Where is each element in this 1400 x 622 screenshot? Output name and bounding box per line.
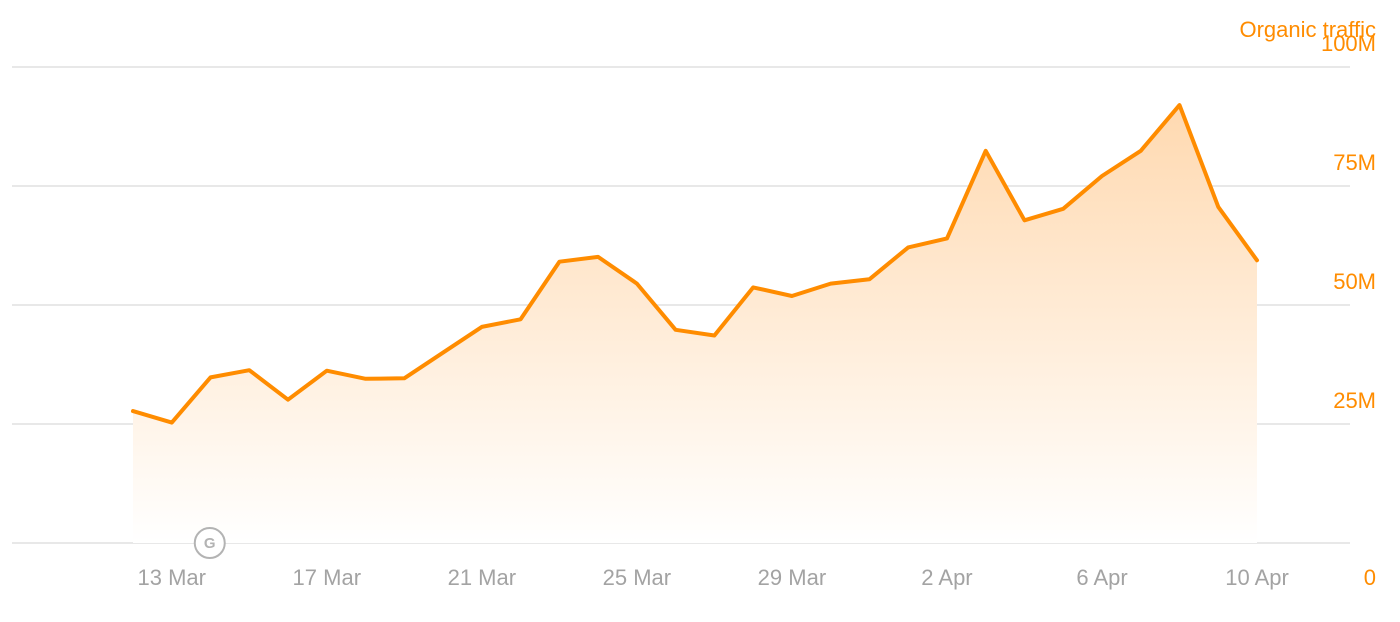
marker-label: G xyxy=(204,535,216,552)
x-tick-label: 6 Apr xyxy=(1076,565,1127,590)
series-line xyxy=(131,103,1259,425)
data-point xyxy=(247,368,251,372)
data-point xyxy=(751,285,755,289)
series-title: Organic traffic xyxy=(1239,17,1376,42)
data-point xyxy=(712,333,716,337)
y-tick-label: 25M xyxy=(1333,388,1376,413)
series-line-layer xyxy=(131,103,1259,425)
area-fill-layer xyxy=(133,105,1257,543)
data-point xyxy=(635,282,639,286)
data-point xyxy=(1061,207,1065,211)
y-tick-label: 100M xyxy=(1321,31,1376,56)
data-point xyxy=(1216,205,1220,209)
x-tick-label: 10 Apr xyxy=(1225,565,1289,590)
x-tick-label: 13 Mar xyxy=(138,565,206,590)
x-tick-label: 25 Mar xyxy=(603,565,671,590)
data-point xyxy=(596,255,600,259)
x-tick-label: 21 Mar xyxy=(448,565,516,590)
data-point xyxy=(945,236,949,240)
data-point xyxy=(906,245,910,249)
data-point xyxy=(209,375,213,379)
data-point xyxy=(984,149,988,153)
data-point xyxy=(441,351,445,355)
x-tick-label: 2 Apr xyxy=(921,565,972,590)
data-point xyxy=(1022,218,1026,222)
annotation-layer: G xyxy=(193,527,226,559)
data-point xyxy=(674,328,678,332)
data-point xyxy=(170,421,174,425)
data-point xyxy=(867,277,871,281)
google-update-marker-icon[interactable]: G xyxy=(193,527,226,559)
x-axis: 13 Mar 17 Mar 21 Mar 25 Mar 29 Mar 2 Apr 6 Apr… xyxy=(138,565,1289,590)
marker-circle xyxy=(193,527,226,559)
x-tick-label: 17 Mar xyxy=(293,565,361,590)
data-point xyxy=(131,409,135,413)
x-tick-label: 29 Mar xyxy=(758,565,826,590)
data-point xyxy=(557,260,561,264)
data-point xyxy=(790,294,794,298)
data-point xyxy=(519,317,523,321)
data-point xyxy=(286,398,290,402)
data-point xyxy=(1100,174,1104,178)
y-tick-label: 0 xyxy=(1364,565,1376,590)
data-point xyxy=(1139,149,1143,153)
data-point xyxy=(1255,258,1259,262)
y-axis: 0 25M 50M 75M 100M xyxy=(1321,31,1376,590)
series-area xyxy=(133,105,1257,543)
data-point xyxy=(480,325,484,329)
y-tick-label: 50M xyxy=(1333,269,1376,294)
data-point xyxy=(1178,103,1182,107)
y-tick-label: 75M xyxy=(1333,150,1376,175)
data-point xyxy=(829,282,833,286)
data-point xyxy=(325,369,329,373)
data-point xyxy=(364,377,368,381)
data-point xyxy=(402,376,406,380)
